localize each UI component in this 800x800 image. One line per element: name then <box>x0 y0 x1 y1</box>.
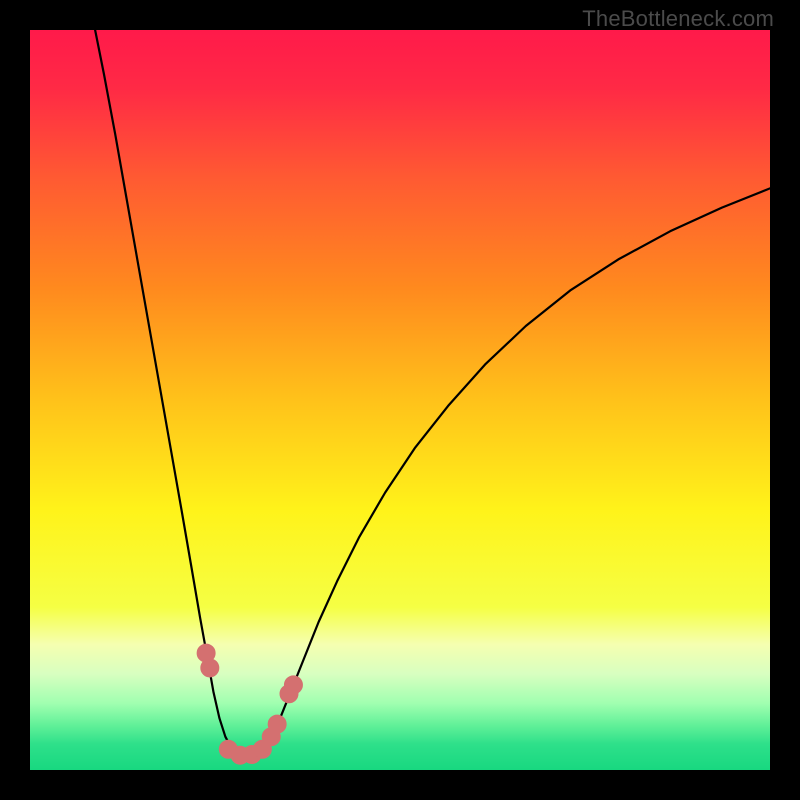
bottleneck-curve-left <box>95 30 262 755</box>
bottleneck-curve-right <box>262 188 770 747</box>
data-marker <box>268 715 286 733</box>
watermark-text: TheBottleneck.com <box>582 6 774 32</box>
outer-frame: TheBottleneck.com <box>0 0 800 800</box>
curve-layer <box>30 30 770 770</box>
data-marker <box>280 685 298 703</box>
plot-area <box>30 30 770 770</box>
data-marker <box>201 659 219 677</box>
